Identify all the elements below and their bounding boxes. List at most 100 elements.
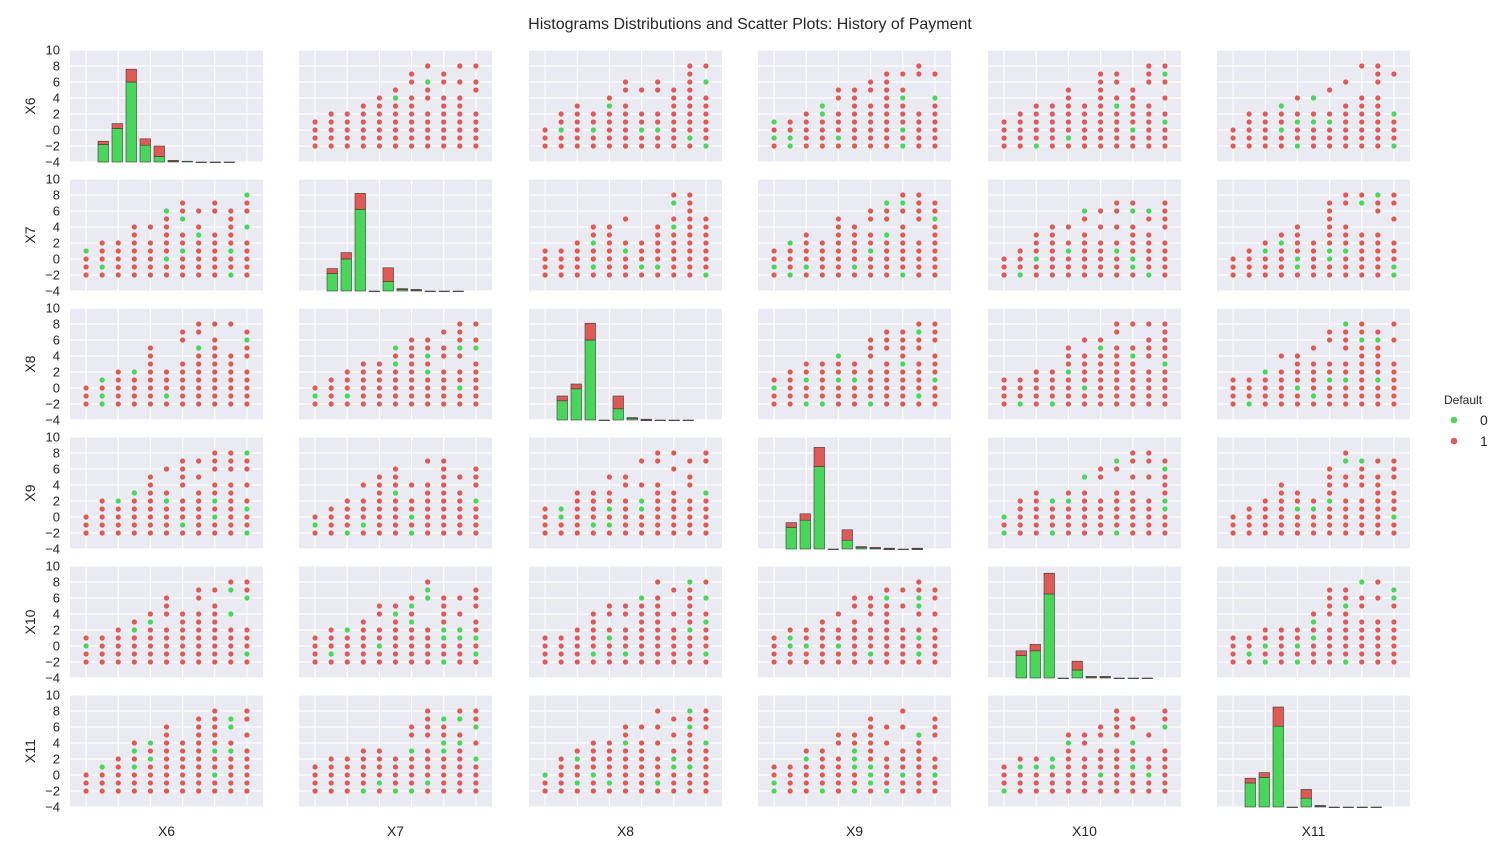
scatter-point <box>457 611 463 617</box>
scatter-point <box>360 627 366 633</box>
scatter-point <box>131 635 137 641</box>
scatter-point <box>1114 724 1120 730</box>
scatter-point <box>376 482 383 488</box>
scatter-point <box>1114 345 1120 351</box>
scatter-point <box>1130 256 1136 262</box>
scatter-point <box>867 240 874 246</box>
scatter-point <box>1162 95 1168 101</box>
scatter-point <box>1017 756 1023 762</box>
scatter-point <box>655 111 661 117</box>
scatter-point <box>131 232 137 238</box>
scatter-point <box>1294 514 1301 520</box>
scatter-point <box>1146 232 1152 238</box>
scatter-point <box>147 635 154 641</box>
scatter-point <box>655 651 661 657</box>
scatter-point <box>574 248 580 254</box>
scatter-point <box>803 119 809 125</box>
scatter-point <box>900 192 906 198</box>
scatter-point <box>703 627 709 633</box>
scatter-point <box>819 369 825 375</box>
scatter-point <box>408 611 415 617</box>
scatter-point <box>1310 111 1317 117</box>
scatter-point <box>558 256 564 262</box>
scatter-point <box>1294 240 1301 246</box>
scatter-point <box>441 506 447 512</box>
scatter-point <box>344 385 350 391</box>
hist-bar-1 <box>111 123 123 129</box>
scatter-point <box>1326 651 1333 657</box>
scatter-point <box>99 498 105 504</box>
scatter-point <box>457 530 463 536</box>
scatter-point <box>1278 635 1284 641</box>
scatter-point <box>638 111 645 117</box>
scatter-point <box>1049 111 1055 117</box>
scatter-point <box>1130 756 1136 762</box>
scatter-point <box>606 748 613 754</box>
scatter-point <box>1114 119 1120 125</box>
scatter-point <box>1326 224 1333 230</box>
scatter-point <box>590 651 596 657</box>
scatter-point <box>212 256 218 262</box>
scatter-point <box>408 748 415 754</box>
scatter-point <box>179 385 186 391</box>
y-tick-label: −2 <box>45 268 60 283</box>
scatter-point <box>884 361 890 367</box>
scatter-point <box>392 651 399 657</box>
scatter-point <box>671 659 677 665</box>
scatter-point <box>83 272 89 278</box>
scatter-point <box>1033 772 1039 778</box>
scatter-point <box>1130 127 1136 133</box>
scatter-point <box>228 756 234 762</box>
scatter-point <box>771 401 777 407</box>
scatter-point <box>1326 216 1333 222</box>
scatter-point <box>1097 240 1104 246</box>
scatter-point <box>1162 490 1168 496</box>
scatter-point <box>1230 264 1236 270</box>
scatter-point <box>1130 772 1136 778</box>
scatter-point <box>457 369 463 375</box>
scatter-point <box>703 248 709 254</box>
y-axis-label: X7 <box>22 226 38 243</box>
cell-X9-X10 <box>988 436 1181 550</box>
scatter-point <box>932 385 938 391</box>
scatter-point <box>558 248 564 254</box>
scatter-point <box>655 659 661 665</box>
hist-bar-0 <box>1057 677 1069 679</box>
scatter-point <box>131 401 137 407</box>
scatter-point <box>590 627 596 633</box>
scatter-point <box>671 143 677 149</box>
scatter-point <box>867 756 874 762</box>
scatter-point <box>425 651 431 657</box>
scatter-point <box>671 756 677 762</box>
scatter-point <box>1326 643 1333 649</box>
cell-X7-X11 <box>1217 178 1410 292</box>
scatter-point <box>244 192 250 198</box>
scatter-point <box>1114 772 1120 778</box>
scatter-point <box>1130 103 1136 109</box>
scatter-point <box>163 393 170 399</box>
scatter-point <box>1162 466 1168 472</box>
scatter-point <box>1343 587 1349 593</box>
cell-background <box>988 695 1181 807</box>
scatter-point <box>638 522 645 528</box>
scatter-point <box>1017 764 1023 770</box>
scatter-point <box>244 595 250 601</box>
scatter-point <box>457 506 463 512</box>
scatter-point <box>590 788 596 794</box>
scatter-point <box>687 272 693 278</box>
scatter-point <box>312 659 318 665</box>
scatter-point <box>244 466 250 472</box>
scatter-point <box>1375 192 1381 198</box>
scatter-point <box>457 651 463 657</box>
scatter-point <box>312 780 318 786</box>
scatter-point <box>1343 635 1349 641</box>
scatter-point <box>1130 200 1136 206</box>
scatter-point <box>441 466 447 472</box>
hist-bar-0 <box>326 273 338 292</box>
scatter-point <box>196 514 202 520</box>
scatter-point <box>1326 659 1333 665</box>
scatter-point <box>803 385 809 391</box>
scatter-point <box>916 595 922 601</box>
scatter-point <box>83 530 89 536</box>
scatter-point <box>835 643 842 649</box>
